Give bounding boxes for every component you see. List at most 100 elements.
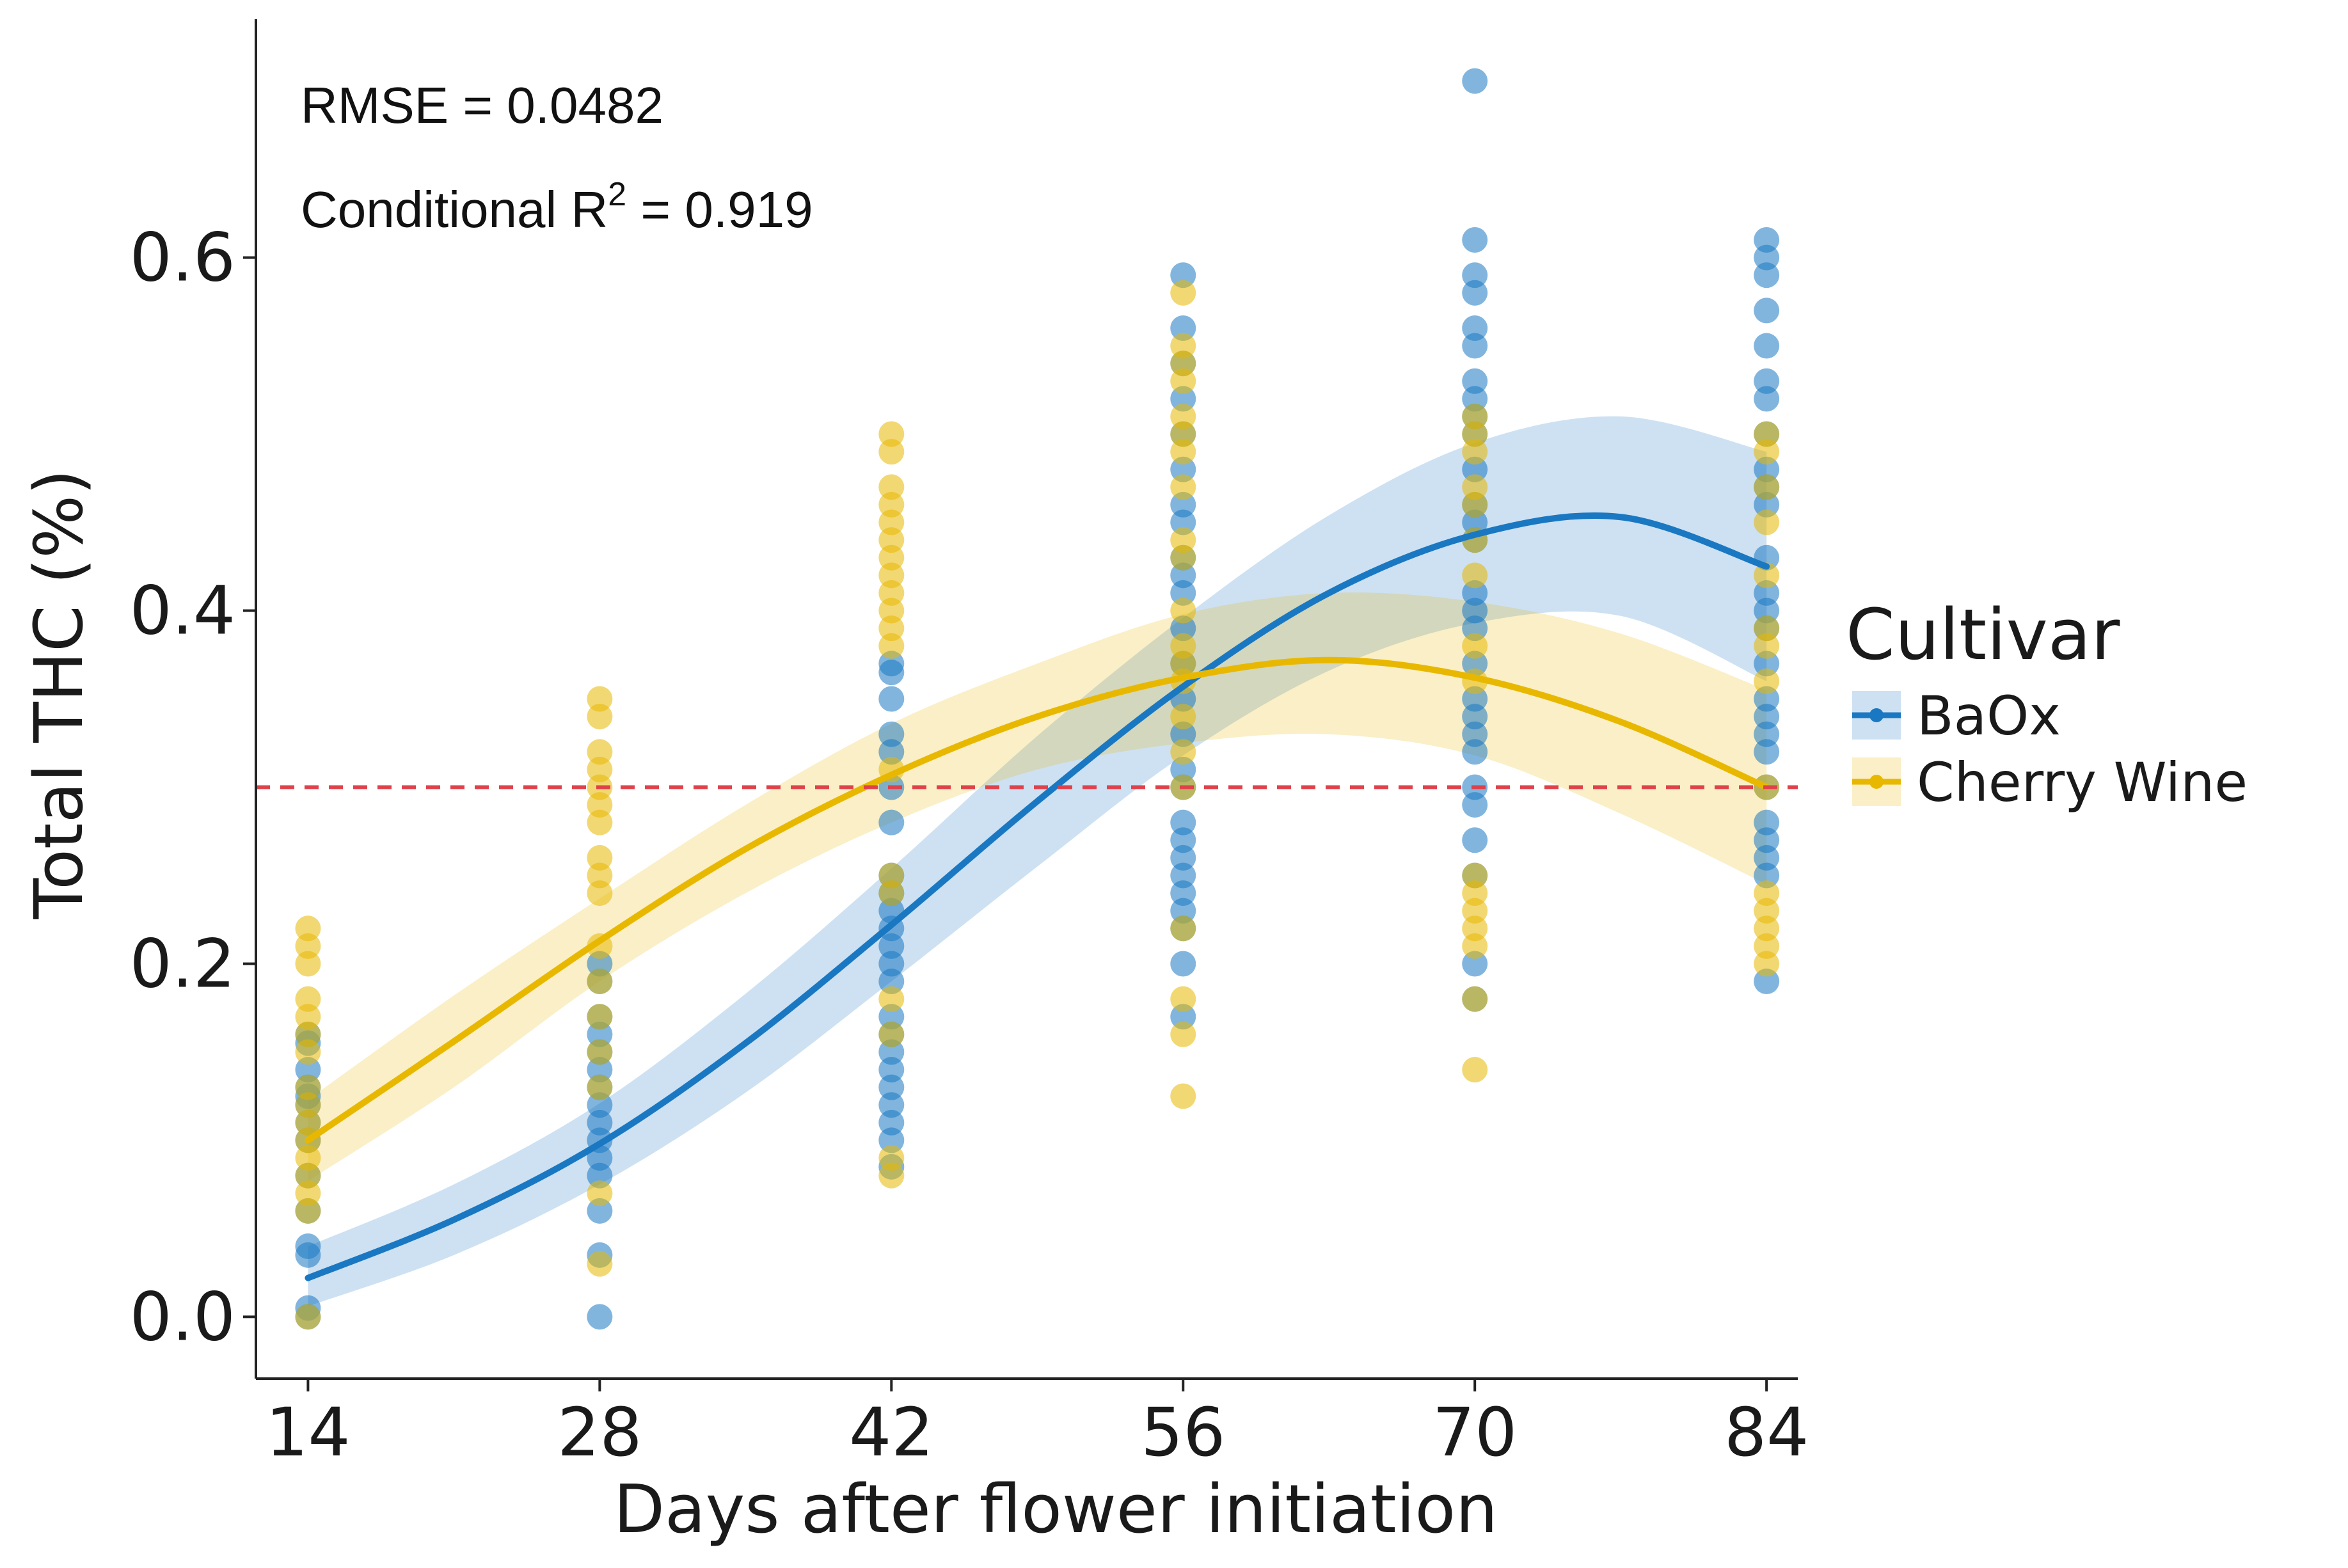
point-cherry-wine-28-8 — [587, 862, 613, 889]
y-tick-label-1: 0.2 — [130, 924, 235, 1002]
point-cherry-wine-84-8 — [1754, 615, 1780, 642]
point-cherry-wine-42-4 — [878, 880, 905, 907]
x-tick-label-2: 42 — [849, 1393, 933, 1471]
point-baox-84-3 — [1754, 827, 1780, 853]
r2-annotation: Conditional R2 = 0.919 — [301, 176, 813, 238]
point-baox-84-10 — [1754, 651, 1780, 677]
point-baox-28-3 — [587, 1162, 613, 1189]
point-baox-14-3 — [295, 1233, 321, 1260]
point-baox-56-10 — [1170, 756, 1196, 782]
point-baox-84-23 — [1754, 262, 1780, 289]
point-baox-42-9 — [878, 969, 905, 995]
r2-suffix: = 0.919 — [626, 181, 813, 238]
point-cherry-wine-56-20 — [1170, 280, 1196, 306]
point-baox-42-18 — [878, 739, 905, 765]
point-baox-70-27 — [1462, 68, 1488, 94]
point-baox-28-6 — [587, 1109, 613, 1136]
point-baox-70-1 — [1462, 951, 1488, 977]
point-baox-42-16 — [878, 809, 905, 835]
rmse-annotation: RMSE = 0.0482 — [301, 77, 663, 134]
point-cherry-wine-56-9 — [1170, 633, 1196, 659]
point-baox-70-7 — [1462, 721, 1488, 747]
point-baox-42-2 — [878, 1109, 905, 1136]
point-baox-70-17 — [1462, 456, 1488, 482]
point-cherry-wine-28-5 — [587, 969, 613, 995]
fit-lines — [305, 512, 1770, 1281]
point-baox-84-7 — [1754, 721, 1780, 747]
point-baox-56-7 — [1170, 827, 1196, 853]
point-cherry-wine-70-3 — [1462, 915, 1488, 942]
point-baox-70-25 — [1462, 262, 1488, 289]
point-cherry-wine-42-13 — [878, 527, 905, 553]
point-cherry-wine-70-12 — [1462, 474, 1488, 500]
point-baox-42-22 — [878, 651, 905, 677]
point-baox-84-0 — [1754, 969, 1780, 995]
point-baox-70-15 — [1462, 509, 1488, 535]
point-baox-84-24 — [1754, 244, 1780, 271]
point-baox-56-25 — [1170, 262, 1196, 289]
legend: Cultivar BaOx Cherry Wine — [1846, 594, 2248, 814]
point-baox-70-13 — [1462, 580, 1488, 606]
data-points — [295, 68, 1780, 1330]
point-baox-84-12 — [1754, 598, 1780, 624]
point-cherry-wine-14-15 — [295, 915, 321, 942]
point-cherry-wine-70-14 — [1462, 421, 1488, 447]
point-cherry-wine-14-0 — [295, 1304, 321, 1330]
point-baox-70-12 — [1462, 598, 1488, 624]
point-cherry-wine-84-11 — [1754, 474, 1780, 500]
point-cherry-wine-42-17 — [878, 439, 905, 465]
point-cherry-wine-70-9 — [1462, 562, 1488, 589]
legend-label-baox: BaOx — [1917, 685, 2061, 747]
point-baox-42-20 — [878, 686, 905, 712]
point-cherry-wine-70-13 — [1462, 439, 1488, 465]
point-baox-56-15 — [1170, 580, 1196, 606]
point-cherry-wine-28-9 — [587, 844, 613, 871]
x-tick-label-4: 70 — [1432, 1393, 1517, 1471]
point-cherry-wine-14-9 — [295, 1039, 321, 1065]
point-cherry-wine-14-1 — [295, 1198, 321, 1224]
point-baox-28-11 — [587, 1021, 613, 1047]
point-baox-42-5 — [878, 1057, 905, 1083]
point-baox-84-19 — [1754, 386, 1780, 412]
point-baox-56-8 — [1170, 809, 1196, 835]
x-tick-label-5: 84 — [1724, 1393, 1809, 1471]
band-baox — [308, 416, 1767, 1306]
point-baox-56-6 — [1170, 844, 1196, 871]
point-cherry-wine-84-13 — [1754, 421, 1780, 447]
point-cherry-wine-28-0 — [587, 1251, 613, 1277]
point-baox-28-9 — [587, 1057, 613, 1083]
point-baox-56-4 — [1170, 880, 1196, 907]
point-cherry-wine-56-15 — [1170, 421, 1196, 447]
x-tick-label-3: 56 — [1141, 1393, 1225, 1471]
point-cherry-wine-14-13 — [295, 951, 321, 977]
point-cherry-wine-28-10 — [587, 809, 613, 835]
point-cherry-wine-84-2 — [1754, 915, 1780, 942]
fit-line-cherry-wine — [305, 656, 1770, 1144]
point-cherry-wine-42-0 — [878, 1162, 905, 1189]
point-baox-84-8 — [1754, 704, 1780, 730]
point-cherry-wine-42-11 — [878, 562, 905, 589]
point-cherry-wine-56-18 — [1170, 351, 1196, 377]
point-cherry-wine-14-4 — [295, 1145, 321, 1171]
point-cherry-wine-84-9 — [1754, 562, 1780, 589]
point-baox-28-4 — [587, 1145, 613, 1171]
point-cherry-wine-28-13 — [587, 756, 613, 782]
point-cherry-wine-42-2 — [878, 1021, 905, 1047]
point-baox-42-19 — [878, 721, 905, 747]
point-baox-28-2 — [587, 1198, 613, 1224]
point-cherry-wine-84-7 — [1754, 633, 1780, 659]
point-cherry-wine-14-7 — [295, 1092, 321, 1118]
r2-superscript: 2 — [608, 176, 626, 213]
point-cherry-wine-70-8 — [1462, 633, 1488, 659]
point-cherry-wine-14-14 — [295, 933, 321, 959]
point-cherry-wine-56-2 — [1170, 986, 1196, 1012]
point-baox-84-15 — [1754, 491, 1780, 518]
point-cherry-wine-56-3 — [1170, 915, 1196, 942]
point-baox-42-1 — [878, 1127, 905, 1153]
x-tick-label-1: 28 — [557, 1393, 642, 1471]
point-baox-56-3 — [1170, 898, 1196, 924]
point-baox-84-4 — [1754, 809, 1780, 835]
point-cherry-wine-70-11 — [1462, 491, 1488, 518]
band-cherry-wine — [308, 592, 1767, 1181]
